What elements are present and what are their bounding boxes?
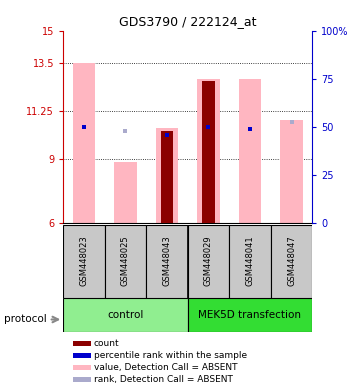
Bar — [63, 225, 105, 298]
Title: GDS3790 / 222124_at: GDS3790 / 222124_at — [119, 15, 256, 28]
Bar — [280, 120, 303, 223]
Bar — [202, 81, 215, 223]
Bar — [105, 225, 146, 298]
Text: GSM448041: GSM448041 — [245, 236, 255, 286]
Bar — [146, 225, 188, 298]
Bar — [73, 63, 95, 223]
Text: rank, Detection Call = ABSENT: rank, Detection Call = ABSENT — [93, 374, 232, 384]
Text: count: count — [93, 339, 119, 348]
Bar — [73, 364, 91, 369]
Bar — [197, 79, 220, 223]
Text: MEK5D transfection: MEK5D transfection — [199, 310, 301, 320]
Bar — [188, 225, 229, 298]
Bar — [239, 79, 261, 223]
Bar — [271, 225, 312, 298]
Text: percentile rank within the sample: percentile rank within the sample — [93, 351, 247, 359]
Bar — [161, 131, 173, 223]
Text: GSM448029: GSM448029 — [204, 236, 213, 286]
Bar — [188, 298, 312, 332]
Text: value, Detection Call = ABSENT: value, Detection Call = ABSENT — [93, 362, 237, 372]
Text: control: control — [107, 310, 144, 320]
Bar — [114, 162, 137, 223]
Bar — [73, 376, 91, 382]
Text: GSM448043: GSM448043 — [162, 236, 171, 286]
Bar — [229, 225, 271, 298]
Bar — [63, 298, 188, 332]
Text: GSM448047: GSM448047 — [287, 236, 296, 286]
Text: protocol: protocol — [4, 314, 46, 324]
Text: GSM448023: GSM448023 — [79, 236, 88, 286]
Text: GSM448025: GSM448025 — [121, 236, 130, 286]
Bar — [73, 341, 91, 346]
Bar — [156, 128, 178, 223]
Bar — [73, 353, 91, 358]
